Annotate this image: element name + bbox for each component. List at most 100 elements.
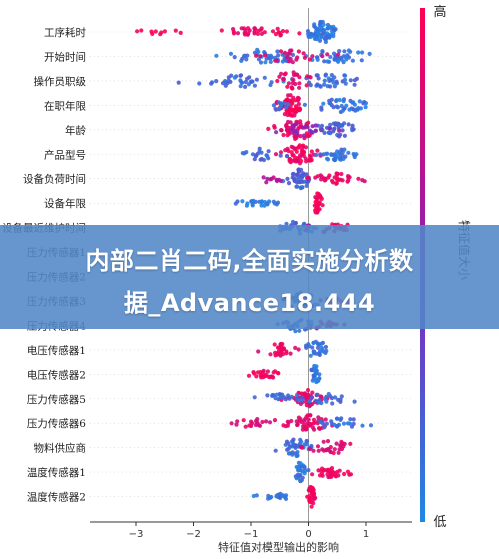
data-point xyxy=(296,49,301,54)
data-point xyxy=(351,417,356,422)
data-point xyxy=(240,199,245,204)
data-point xyxy=(232,75,237,80)
data-point xyxy=(314,364,319,369)
data-point xyxy=(286,81,291,86)
data-point xyxy=(285,419,290,424)
data-point xyxy=(328,394,333,399)
data-point xyxy=(330,401,335,406)
data-point xyxy=(262,30,267,35)
data-point xyxy=(295,422,300,428)
data-point xyxy=(328,84,333,89)
data-point xyxy=(268,59,273,64)
data-point xyxy=(300,147,305,152)
data-point xyxy=(331,80,336,85)
data-point xyxy=(271,175,276,180)
feature-label: 温度传感器1 xyxy=(27,466,86,479)
data-point xyxy=(308,75,313,80)
data-point xyxy=(321,22,326,27)
data-point xyxy=(305,74,310,79)
data-point xyxy=(283,496,289,501)
data-point xyxy=(284,109,290,114)
data-point xyxy=(294,476,299,481)
data-point xyxy=(351,421,356,426)
data-point xyxy=(310,124,315,129)
data-point xyxy=(301,51,306,56)
data-point xyxy=(329,178,335,183)
data-point xyxy=(294,72,299,77)
data-point xyxy=(275,200,281,205)
data-point xyxy=(254,374,259,379)
data-point xyxy=(295,453,300,458)
data-point xyxy=(337,468,342,473)
data-point xyxy=(320,466,325,471)
data-point xyxy=(296,101,301,107)
data-point xyxy=(290,98,295,103)
data-point xyxy=(348,78,353,83)
data-point xyxy=(290,123,295,128)
data-point xyxy=(263,60,268,65)
data-point xyxy=(335,105,340,110)
data-point xyxy=(309,32,314,38)
data-point xyxy=(348,441,353,446)
data-point xyxy=(276,371,281,376)
data-point xyxy=(273,396,278,401)
data-point xyxy=(153,29,158,34)
data-point xyxy=(297,180,303,185)
data-point xyxy=(304,124,309,129)
data-point xyxy=(329,103,334,108)
data-point xyxy=(265,393,270,398)
data-point xyxy=(299,167,304,172)
data-point xyxy=(357,99,362,104)
data-point xyxy=(253,153,259,158)
data-point xyxy=(341,421,347,426)
data-point xyxy=(238,73,244,78)
data-point xyxy=(332,56,337,61)
data-point xyxy=(284,493,289,498)
data-point xyxy=(314,392,319,397)
data-point xyxy=(334,441,339,446)
data-point xyxy=(294,184,300,189)
data-point xyxy=(261,175,266,180)
data-point xyxy=(327,474,332,479)
data-point xyxy=(298,468,303,473)
data-point xyxy=(345,469,351,474)
data-point xyxy=(298,185,303,190)
data-point xyxy=(329,97,334,102)
data-point xyxy=(238,84,243,89)
data-point xyxy=(331,34,336,39)
data-point xyxy=(293,329,298,334)
data-point xyxy=(252,157,257,162)
data-point xyxy=(325,156,330,161)
data-point xyxy=(279,394,285,399)
data-point xyxy=(313,495,318,500)
data-point xyxy=(347,107,352,112)
data-point xyxy=(313,195,318,200)
data-point xyxy=(265,202,270,207)
data-point xyxy=(307,446,312,452)
data-point xyxy=(367,51,372,57)
data-point xyxy=(339,394,344,399)
data-point xyxy=(270,29,276,34)
data-point xyxy=(249,419,254,424)
data-point xyxy=(232,55,237,60)
data-point xyxy=(348,421,353,426)
data-point xyxy=(297,81,302,86)
data-point xyxy=(243,79,248,85)
data-point xyxy=(315,148,320,153)
data-point xyxy=(310,472,315,477)
data-point xyxy=(341,99,346,104)
data-point xyxy=(314,198,319,204)
x-tick-label: 1 xyxy=(363,529,369,540)
data-point xyxy=(368,423,374,428)
data-point xyxy=(288,112,293,117)
data-point xyxy=(353,107,358,112)
data-point xyxy=(273,448,278,453)
data-point xyxy=(322,59,327,64)
data-point xyxy=(272,418,278,423)
data-point xyxy=(235,199,240,204)
colorbar-low-label: 低 xyxy=(433,515,446,530)
data-point xyxy=(264,56,269,61)
data-point xyxy=(259,203,264,208)
data-point xyxy=(280,493,286,498)
